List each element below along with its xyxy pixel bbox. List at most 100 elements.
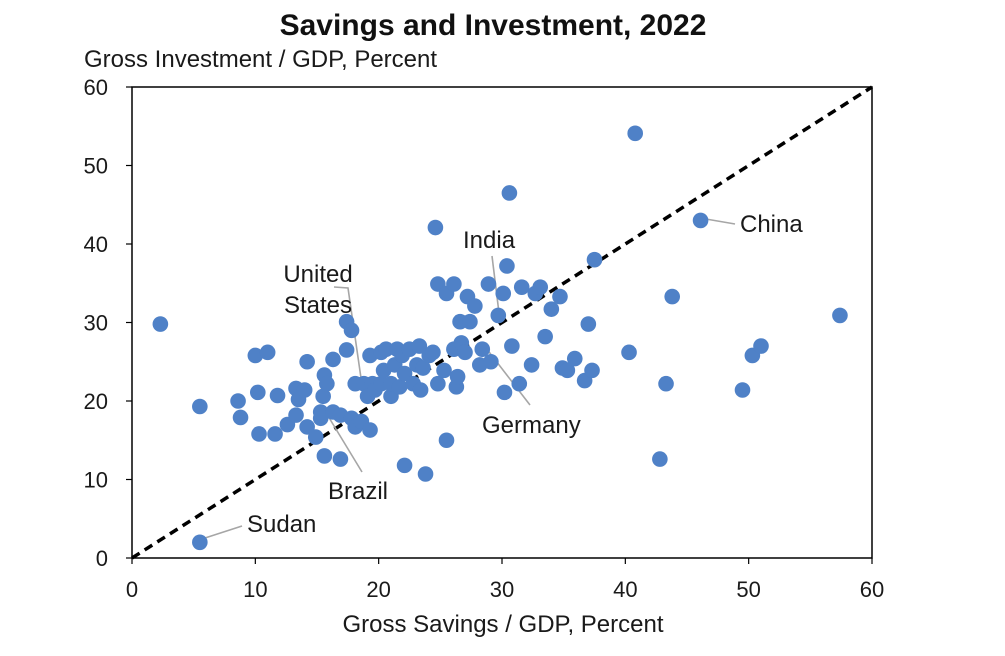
scatter-point [232,409,249,426]
scatter-point [584,362,600,379]
scatter-point [504,338,520,354]
scatter-point [391,379,408,395]
y-tick-label: 10 [84,468,108,493]
scatter-point [427,219,444,236]
scatter-point [192,398,208,415]
scatter-point [495,285,512,302]
scatter-point [734,382,751,398]
scatter-point [580,316,597,332]
annotation-label: Sudan [247,511,316,538]
x-tick-label: 0 [126,577,138,602]
scatter-point [396,365,413,382]
scatter-point [501,185,518,201]
scatter-point [307,429,324,445]
scatter-point [288,407,304,423]
chart-title: Savings and Investment, 2022 [280,9,707,42]
y-tick-label: 40 [84,232,108,257]
scatter-point [343,322,360,339]
x-tick-label: 40 [613,577,637,602]
axis-ticks: 0 10 20 30 40 50 60 0 10 20 30 40 50 60 [84,75,885,602]
scatter-point [338,342,355,358]
scatter-point [753,338,769,354]
scatter-point [474,341,491,357]
scatter-point [319,375,335,392]
scatter-point [315,388,331,405]
scatter-point [499,258,515,274]
scatter-point [511,375,528,392]
scatter-point [247,347,264,364]
annotation-label: Germany [482,412,581,439]
annotation-labels: China India United States Germany Brazil Sudan [247,211,803,538]
reference-line [131,85,873,560]
scatter-point [513,279,530,295]
scatter-point [621,344,637,361]
scatter-point [457,344,473,361]
scatter-point [496,384,513,401]
scatter-point [586,251,603,268]
scatter-point [537,328,553,345]
annotation-label: India [463,227,516,254]
scatter-point [438,432,455,449]
scatter-point [267,426,283,442]
scatter-point [490,307,507,324]
scatter-point [832,307,848,324]
y-tick-label: 60 [84,75,108,100]
scatter-point [362,422,378,438]
scatter-point [483,353,499,370]
scatter-point [543,301,560,317]
y-tick-label: 50 [84,154,108,179]
scatter-point [296,382,313,398]
scatter-point [378,341,394,357]
y-tick-label: 30 [84,311,108,336]
scatter-point [192,534,208,551]
scatter-point [396,457,413,474]
scatter-point [299,353,315,370]
scatter-point [430,375,446,392]
x-tick-label: 60 [860,577,884,602]
scatter-point [652,451,668,467]
annotation-label: States [284,292,352,319]
scatter-point [259,344,276,361]
scatter-point [417,466,434,482]
scatter-point [152,316,169,332]
scatter-point [251,426,267,442]
scatter-point [532,279,549,295]
scatter-point [462,313,478,330]
x-tick-label: 20 [366,577,390,602]
x-axis-label: Gross Savings / GDP, Percent [342,611,663,638]
scatter-point [312,404,329,420]
data-points [152,125,848,551]
scatter-point [658,375,674,392]
annotation-leader [327,415,363,473]
y-tick-label: 20 [84,389,108,414]
scatter-point [552,288,568,305]
scatter-point [249,384,266,401]
scatter-point [692,212,709,229]
scatter-point [316,448,333,464]
x-tick-label: 10 [243,577,267,602]
annotation-label: Brazil [328,478,388,505]
scatter-point [415,360,431,376]
x-tick-label: 30 [490,577,514,602]
scatter-point [523,357,540,373]
scatter-point [480,276,497,292]
scatter-point [559,362,576,379]
y-tick-label: 0 [96,546,108,571]
scatter-point [411,338,428,354]
x-tick-label: 50 [736,577,760,602]
scatter-point [449,368,466,385]
scatter-point [467,298,483,314]
scatter-point [436,362,452,379]
scatter-point [269,387,286,404]
scatter-point [566,350,583,367]
annotation-leader [204,525,243,539]
scatter-point [627,125,643,142]
scatter-point [230,393,246,409]
scatter-point [446,276,462,292]
scatter-point [412,382,429,398]
scatter-point [325,351,341,368]
annotation-label: China [740,211,803,238]
annotation-label: United [283,261,352,288]
y-axis-label: Gross Investment / GDP, Percent [84,46,437,73]
annotation-leader [333,286,363,386]
